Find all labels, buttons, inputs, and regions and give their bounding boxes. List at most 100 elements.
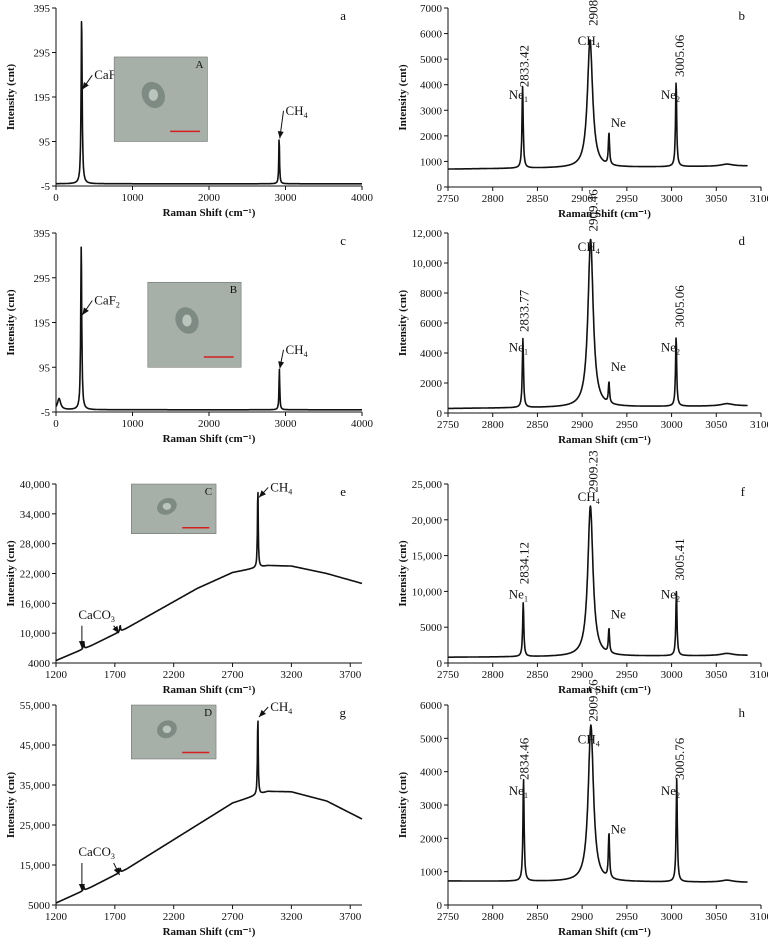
- x-axis-label: Raman Shift (cm⁻¹): [558, 926, 651, 938]
- x-tick-label: 3000: [661, 669, 684, 681]
- annotation-text: CH: [270, 479, 288, 494]
- y-tick-label: 3000: [420, 105, 443, 117]
- annotation-text: CH: [286, 103, 304, 118]
- annotation-subscript: 2: [676, 348, 680, 357]
- peak-value-label: 3005.06: [672, 285, 687, 328]
- panel-letter: a: [340, 8, 346, 23]
- annotation-subscript: 4: [596, 497, 600, 506]
- annotation-text: 3005.06: [672, 34, 687, 77]
- y-tick-label: -5: [41, 181, 51, 193]
- annotation-subscript: 1: [524, 791, 528, 800]
- x-tick-label: 3000: [661, 419, 684, 431]
- spectrum-line: [55, 246, 363, 411]
- annotation-text: CH: [578, 239, 596, 254]
- annotation-subscript: 3: [111, 852, 115, 861]
- annotation-text: CH: [578, 731, 596, 746]
- peak-annotation: Ne2: [661, 587, 680, 604]
- y-tick-label: 22,000: [20, 569, 51, 581]
- y-tick-label: 28,000: [20, 539, 51, 551]
- annotation-text: Ne: [509, 87, 524, 102]
- annotation-text: 3005.41: [672, 538, 687, 580]
- x-tick-label: 2850: [526, 193, 549, 205]
- y-tick-label: 10,000: [412, 258, 443, 270]
- annotation-text: Ne: [661, 783, 676, 798]
- chart-panel-c: 0 1000 2000 3000 4000 -5 95 195 295 395 Raman Shif…: [5, 228, 374, 445]
- panel-letter: f: [741, 484, 746, 499]
- annotation-text: 2833.77: [516, 289, 531, 332]
- micrograph-letter: D: [204, 707, 212, 719]
- y-tick-label: 10,000: [412, 586, 443, 598]
- x-tick-label: 3200: [280, 911, 303, 923]
- y-tick-label: 4000: [28, 658, 51, 670]
- annotation-text: Ne: [509, 340, 524, 355]
- x-tick-label: 2950: [616, 193, 639, 205]
- inclusion-micrograph: C: [131, 483, 217, 534]
- x-tick-label: 1000: [122, 418, 145, 430]
- x-tick-label: 2850: [526, 669, 549, 681]
- peak-value-label: 2833.77: [516, 289, 531, 332]
- y-tick-label: 5000: [420, 733, 443, 745]
- y-tick-label: 20,000: [412, 515, 443, 527]
- peak-annotation: Ne: [611, 607, 626, 622]
- peak-annotation: CH4: [578, 239, 600, 256]
- y-tick-label: 195: [34, 92, 51, 104]
- y-tick-label: 12,000: [412, 228, 443, 240]
- arrow-head: [278, 361, 285, 369]
- y-axis-label: Intensity (cnt): [397, 772, 409, 839]
- arrow-head: [112, 625, 119, 634]
- x-tick-label: 2900: [571, 911, 594, 923]
- peak-value-label: 2909.46: [585, 189, 600, 232]
- y-tick-label: 2000: [420, 833, 443, 845]
- annotation-subscript: 4: [596, 247, 600, 256]
- micrograph-letter: C: [205, 486, 212, 498]
- peak-value-label: 2834.12: [516, 542, 531, 584]
- spectrum-line: [55, 720, 363, 904]
- y-tick-label: 0: [437, 182, 443, 194]
- x-tick-label: 3050: [705, 193, 728, 205]
- peak-annotation: CH4: [286, 103, 308, 120]
- inclusion-bubble: [162, 502, 172, 510]
- annotation-text: 2909.46: [585, 189, 600, 232]
- annotation-subscript: 3: [111, 615, 115, 624]
- y-tick-label: 45,000: [20, 740, 51, 752]
- y-axis-label: Intensity (cnt): [5, 772, 17, 839]
- y-tick-label: 1000: [420, 867, 443, 879]
- y-tick-label: 0: [437, 658, 443, 670]
- x-axis-label: Raman Shift (cm⁻¹): [163, 684, 256, 696]
- x-tick-label: 3050: [705, 419, 728, 431]
- annotation-subscript: 1: [524, 595, 528, 604]
- x-tick-label: 1700: [104, 669, 127, 681]
- y-tick-label: 8000: [420, 288, 443, 300]
- arrow-head: [277, 131, 284, 139]
- y-tick-label: 35,000: [20, 780, 51, 792]
- annotation-text: CH: [286, 342, 304, 357]
- y-axis-label: Intensity (cnt): [5, 289, 17, 356]
- annotation-text: 3005.76: [672, 737, 687, 780]
- annotation-text: Ne: [611, 359, 626, 374]
- x-tick-label: 0: [53, 192, 59, 204]
- y-tick-label: 5000: [420, 54, 443, 66]
- y-tick-label: 4000: [420, 767, 443, 779]
- y-tick-label: 295: [34, 273, 51, 285]
- panel-letter: e: [340, 484, 346, 499]
- peak-annotation: CaF2: [94, 293, 120, 310]
- annotation-text: 2909.23: [585, 450, 600, 492]
- micrograph-letter: B: [230, 284, 237, 296]
- peak-annotation: Ne: [611, 115, 626, 130]
- annotation-text: Ne: [661, 587, 676, 602]
- x-tick-label: 3000: [275, 418, 298, 430]
- panel-letter: b: [739, 8, 746, 23]
- x-tick-label: 2200: [163, 911, 186, 923]
- inclusion-micrograph: B: [147, 281, 242, 368]
- annotation-text: CaCO: [78, 844, 111, 859]
- y-tick-label: 2000: [420, 378, 443, 390]
- peak-annotation: CH4: [578, 33, 600, 50]
- x-tick-label: 1200: [45, 911, 68, 923]
- spectrum-line: [447, 39, 749, 170]
- inclusion-bubble: [148, 89, 159, 101]
